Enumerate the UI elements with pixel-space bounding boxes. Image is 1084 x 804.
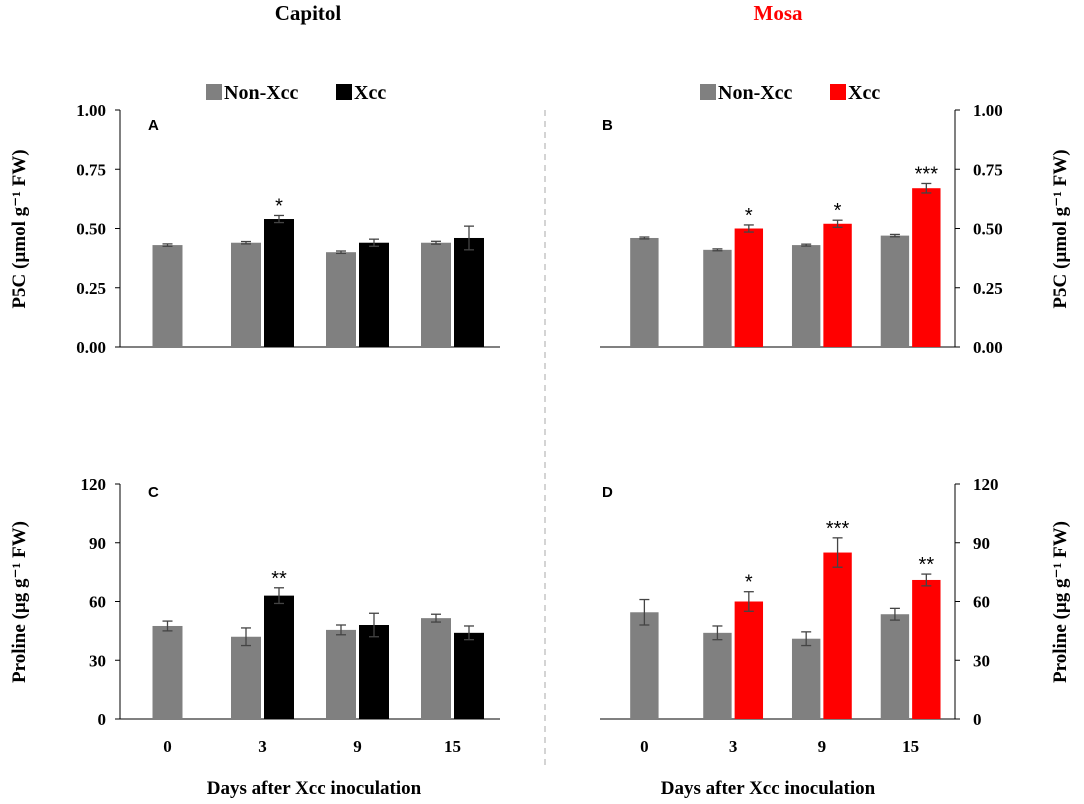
bar-non-xcc-day-3 <box>703 249 732 347</box>
y-tick-label: 0.25 <box>76 279 106 298</box>
panel-label: C <box>148 484 159 501</box>
bar-non-xcc-day-9 <box>326 629 356 719</box>
bar-non-xcc-day-0 <box>152 625 183 719</box>
panel-c-proline-capitol: 0 30 60 90 120 C 0 ** 3 9 15 <box>81 475 500 756</box>
y-tick-label: 0.50 <box>973 220 1003 239</box>
x-tick-label: 9 <box>353 737 362 756</box>
legend-swatch-non-xcc <box>206 84 222 100</box>
x-tick-label: 15 <box>444 737 461 756</box>
x-tick-label: 0 <box>163 737 172 756</box>
y-tick-label: 0.75 <box>973 160 1003 179</box>
bar-non-xcc-day-3 <box>703 632 732 719</box>
panel-label: D <box>602 484 613 501</box>
bar-non-xcc-day-3 <box>231 242 261 347</box>
panel-a-p5c-capitol: 0.00 0.25 0.50 0.75 1.00 A * <box>76 101 500 357</box>
significance-marker: * <box>834 200 842 222</box>
bar-xcc-day-9 <box>823 552 852 719</box>
panel-d-proline-mosa: 0 30 60 90 120 D 0 * 3 *** 9 ** 15 <box>600 475 999 756</box>
bar-xcc-day-3 <box>734 228 764 347</box>
bar-xcc-day-9 <box>359 242 389 347</box>
y-axis-label-b: P5C (µmol g⁻¹ FW) <box>1050 149 1071 308</box>
bar-non-xcc-day-9 <box>791 638 821 719</box>
bar-xcc-day-3 <box>734 601 764 719</box>
legend-label-non-xcc: Non-Xcc <box>718 82 793 104</box>
significance-marker: * <box>745 205 753 227</box>
bar-xcc-day-15 <box>912 579 941 719</box>
bar-non-xcc-day-9 <box>326 252 356 347</box>
bar-xcc-day-9 <box>823 223 852 347</box>
y-axis-label-a: P5C (µmol g⁻¹ FW) <box>9 149 30 308</box>
bar-non-xcc-day-15 <box>421 242 451 347</box>
legend-label-non-xcc: Non-Xcc <box>224 82 299 104</box>
legend-label-xcc: Xcc <box>848 82 880 104</box>
y-tick-label: 0.00 <box>973 338 1003 357</box>
significance-marker: ** <box>271 568 287 590</box>
bar-non-xcc-day-15 <box>421 618 451 719</box>
x-axis-label-d: Days after Xcc inoculation <box>661 778 876 799</box>
mosa-title: Mosa <box>754 1 803 25</box>
y-tick-label: 0.25 <box>973 279 1003 298</box>
panel-label: A <box>148 117 159 134</box>
y-tick-label: 0 <box>98 710 107 729</box>
bar-non-xcc-day-0 <box>152 245 183 347</box>
significance-marker: * <box>745 572 753 594</box>
legend-capitol: Non-Xcc Xcc <box>206 82 386 104</box>
y-tick-label: 90 <box>973 534 990 553</box>
bar-non-xcc-day-0 <box>630 237 659 347</box>
y-axis-label-d: Proline (µg g⁻¹ FW) <box>1050 521 1071 683</box>
x-tick-label: 15 <box>902 737 919 756</box>
x-tick-label: 3 <box>258 737 267 756</box>
bar-non-xcc-day-3 <box>231 636 261 719</box>
y-tick-label: 0 <box>973 710 982 729</box>
bar-xcc-day-15 <box>912 188 941 347</box>
significance-marker: *** <box>826 518 850 540</box>
bar-xcc-day-9 <box>359 625 389 719</box>
legend-mosa: Non-Xcc Xcc <box>700 82 880 104</box>
y-tick-label: 1.00 <box>76 101 106 120</box>
significance-marker: ** <box>919 554 935 576</box>
significance-marker: * <box>275 195 283 217</box>
y-tick-label: 0.75 <box>76 160 106 179</box>
y-tick-label: 120 <box>973 475 999 494</box>
legend-swatch-non-xcc <box>700 84 716 100</box>
significance-marker: *** <box>915 163 939 185</box>
capitol-title: Capitol <box>275 1 342 25</box>
x-tick-label: 0 <box>640 737 649 756</box>
bar-xcc-day-3 <box>264 219 294 347</box>
bar-xcc-day-15 <box>454 237 484 347</box>
y-tick-label: 60 <box>89 593 106 612</box>
legend-swatch-xcc <box>336 84 352 100</box>
y-tick-label: 1.00 <box>973 101 1003 120</box>
x-tick-label: 3 <box>729 737 738 756</box>
x-tick-label: 9 <box>818 737 827 756</box>
panel-label: B <box>602 117 613 134</box>
bar-non-xcc-day-0 <box>630 612 659 719</box>
panel-b-p5c-mosa: 0.000.250.500.751.00B* **** <box>600 101 1003 357</box>
y-tick-label: 30 <box>89 651 106 670</box>
y-axis-label-c: Proline (µg g⁻¹ FW) <box>9 521 30 683</box>
y-tick-label: 90 <box>89 534 106 553</box>
x-axis-label-c: Days after Xcc inoculation <box>207 778 422 799</box>
y-tick-label: 0.50 <box>76 220 106 239</box>
legend-label-xcc: Xcc <box>354 82 386 104</box>
y-tick-label: 0.00 <box>76 338 106 357</box>
bar-non-xcc-day-15 <box>880 614 910 719</box>
legend-swatch-xcc <box>830 84 846 100</box>
bar-xcc-day-15 <box>454 632 484 719</box>
y-tick-label: 120 <box>81 475 107 494</box>
bar-non-xcc-day-15 <box>880 235 910 347</box>
bar-xcc-day-3 <box>264 595 294 719</box>
y-tick-label: 30 <box>973 651 990 670</box>
y-tick-label: 60 <box>973 593 990 612</box>
bar-non-xcc-day-9 <box>791 245 821 347</box>
